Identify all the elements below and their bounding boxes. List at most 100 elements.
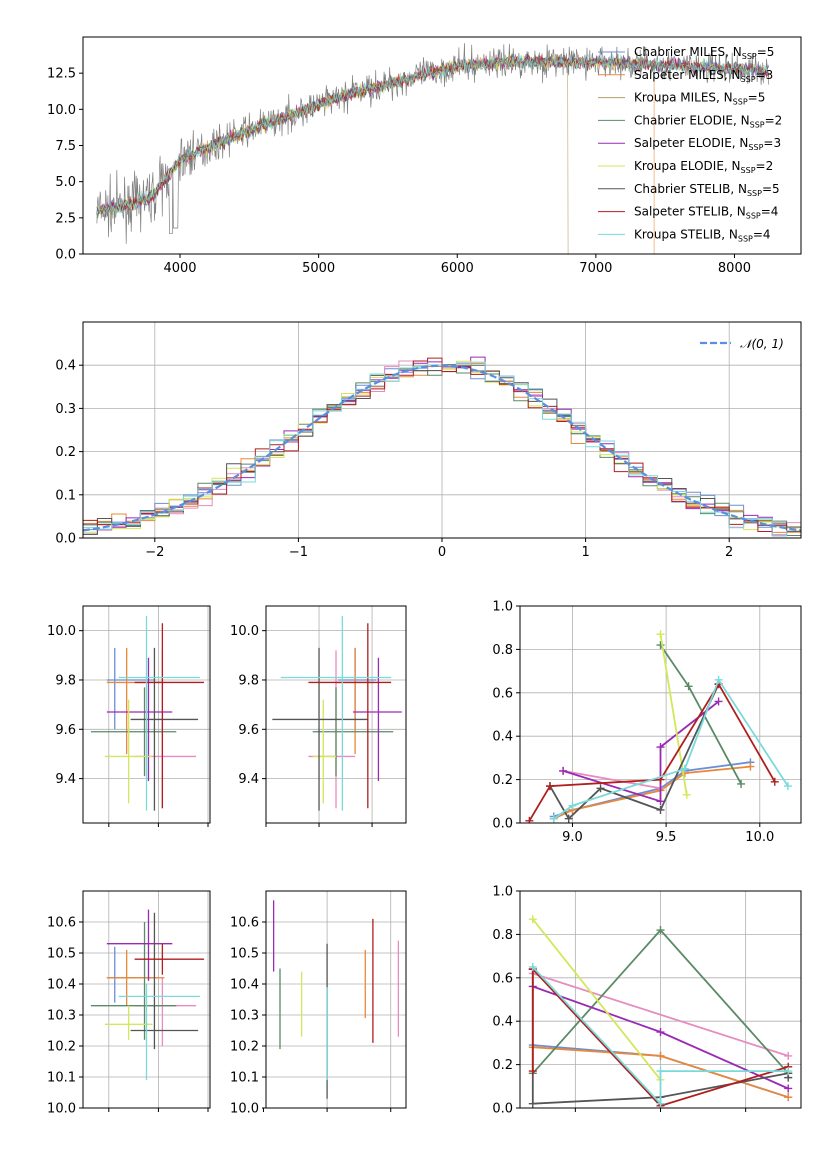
legend-entry: Salpeter STELIB, NSSP=4 bbox=[634, 205, 778, 221]
y-tick-label: 10.3 bbox=[47, 1009, 76, 1024]
data-point-2 bbox=[106, 949, 165, 1006]
x-tick-label: 5000 bbox=[302, 261, 335, 276]
legend-label: Kroupa ELODIE, N bbox=[634, 159, 741, 173]
y-tick-label: 10.4 bbox=[47, 978, 76, 993]
series-line bbox=[532, 966, 789, 1106]
plot-area-4 bbox=[266, 606, 406, 823]
data-marker bbox=[656, 1099, 665, 1108]
legend-subscript: SSP bbox=[750, 120, 765, 129]
y-tick-label: 10.6 bbox=[230, 916, 259, 931]
y-tick-label: 1.0 bbox=[492, 600, 513, 615]
series-6 bbox=[656, 630, 691, 799]
series-line bbox=[532, 972, 789, 1057]
legend-label: Kroupa STELIB, N bbox=[634, 227, 738, 241]
data-point-6 bbox=[312, 699, 336, 804]
data-point-3 bbox=[134, 977, 197, 1046]
plot-area-7 bbox=[266, 891, 406, 1108]
data-marker bbox=[656, 630, 665, 639]
data-point-8 bbox=[308, 623, 392, 809]
legend-subscript: SSP bbox=[741, 75, 756, 84]
data-point-4 bbox=[312, 687, 394, 777]
data-marker bbox=[656, 743, 665, 752]
data-marker bbox=[770, 777, 779, 786]
data-marker bbox=[549, 814, 558, 823]
x-tick-label: 10.0 bbox=[745, 830, 774, 845]
y-tick-label: 10.1 bbox=[230, 1071, 259, 1086]
plot-area-6 bbox=[83, 891, 210, 1108]
data-marker bbox=[746, 762, 755, 771]
y-tick-label: 0.2 bbox=[55, 445, 76, 460]
y-tick-label: 10.6 bbox=[47, 916, 76, 931]
series-9 bbox=[528, 962, 793, 1108]
y-tick-label: 0.0 bbox=[492, 1102, 513, 1117]
data-marker bbox=[656, 805, 665, 814]
data-point-8 bbox=[134, 943, 205, 975]
x-tick-label: 7000 bbox=[579, 261, 612, 276]
data-point-1 bbox=[338, 647, 377, 730]
data-point-9 bbox=[118, 984, 201, 1081]
series-line bbox=[549, 683, 720, 821]
plot-area-5 bbox=[520, 606, 801, 823]
data-marker bbox=[525, 816, 534, 823]
x-tick-label: −2 bbox=[145, 545, 164, 560]
series-line bbox=[528, 682, 776, 822]
data-marker bbox=[656, 1051, 665, 1060]
series-line bbox=[531, 966, 789, 1107]
y-tick-label: 0.0 bbox=[55, 248, 76, 263]
y-tick-label: 10.0 bbox=[47, 624, 76, 639]
legend-suffix: =4 bbox=[761, 205, 779, 219]
legend-subscript: SSP bbox=[733, 98, 748, 107]
series-4 bbox=[656, 641, 746, 788]
y-tick-label: 0.1 bbox=[55, 488, 76, 503]
y-tick-label: 10.4 bbox=[230, 978, 259, 993]
data-marker bbox=[596, 784, 605, 793]
data-marker bbox=[559, 766, 568, 775]
data-point-4 bbox=[90, 687, 177, 777]
y-tick-label: 0.6 bbox=[492, 971, 513, 986]
legend-label: Kroupa MILES, N bbox=[634, 91, 733, 105]
legend-suffix: =3 bbox=[756, 68, 774, 82]
series-line bbox=[532, 918, 662, 1081]
y-tick-label: 2.5 bbox=[55, 211, 76, 226]
data-marker bbox=[528, 962, 537, 971]
data-point-7 bbox=[130, 647, 199, 811]
model-spectrum-3 bbox=[96, 53, 569, 254]
legend-label: 𝒩(0, 1) bbox=[740, 337, 784, 351]
panel-1: 4000 5000 6000 7000 8000 0.0 2.5 5.0 7.5 10.0 12.5… bbox=[47, 36, 802, 276]
x-tick-label: 0 bbox=[438, 545, 446, 560]
legend-label: Chabrier ELODIE, N bbox=[634, 113, 750, 127]
plot-area-2 bbox=[83, 322, 801, 538]
legend-entry: Salpeter MILES, NSSP=3 bbox=[634, 68, 773, 84]
legend-entry: Chabrier STELIB, NSSP=5 bbox=[634, 182, 780, 198]
legend-label: Salpeter ELODIE, N bbox=[634, 136, 748, 150]
data-marker bbox=[656, 926, 665, 935]
data-marker bbox=[714, 675, 723, 684]
data-point-9 bbox=[280, 615, 392, 811]
data-marker bbox=[784, 1067, 793, 1076]
series-line bbox=[562, 770, 661, 790]
data-marker bbox=[682, 790, 691, 799]
axes-frame bbox=[82, 605, 211, 824]
model-spectrum-9 bbox=[96, 53, 770, 217]
legend-suffix: =5 bbox=[762, 182, 780, 196]
y-tick-label: 9.8 bbox=[238, 673, 259, 688]
plot-area-3 bbox=[83, 606, 210, 823]
legend-suffix: =5 bbox=[748, 91, 766, 105]
legend-subscript: SSP bbox=[741, 166, 756, 175]
series-3 bbox=[528, 969, 793, 1060]
data-point-7 bbox=[272, 647, 368, 811]
normal-curve bbox=[83, 364, 801, 532]
y-tick-label: 9.6 bbox=[238, 723, 259, 738]
data-marker bbox=[656, 797, 665, 806]
x-tick-label: 8000 bbox=[718, 261, 751, 276]
y-tick-label: 9.6 bbox=[55, 723, 76, 738]
x-tick-label: 6000 bbox=[441, 261, 474, 276]
data-point-2 bbox=[106, 647, 165, 754]
series-line bbox=[659, 634, 688, 795]
y-tick-label: 0.4 bbox=[55, 359, 76, 374]
y-tick-label: 7.5 bbox=[55, 139, 76, 154]
data-marker bbox=[784, 1051, 793, 1060]
y-tick-label: 10.0 bbox=[230, 624, 259, 639]
data-point-6 bbox=[104, 1005, 153, 1040]
